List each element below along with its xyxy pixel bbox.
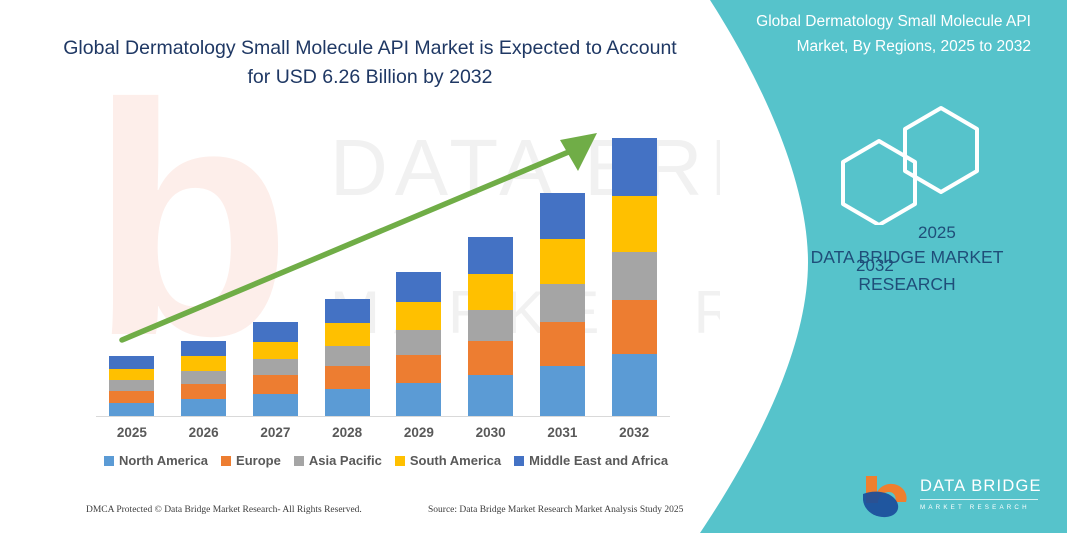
bar-segment-north-america — [109, 402, 155, 416]
x-axis-label-2030: 2030 — [475, 425, 506, 440]
x-axis-label-2031: 2031 — [547, 425, 578, 440]
bar-2028 — [324, 299, 370, 416]
bar-segment-north-america — [539, 365, 585, 416]
footer-source: Source: Data Bridge Market Research Mark… — [428, 505, 684, 515]
logo-divider — [920, 499, 1038, 500]
legend-label: South America — [409, 453, 502, 468]
legend-label: Middle East and Africa — [529, 453, 669, 468]
bar-segment-asia-pacific — [252, 359, 298, 376]
legend-swatch-icon — [103, 455, 114, 466]
bar-2030 — [468, 237, 514, 416]
bar-segment-middle-east-and-africa — [324, 299, 370, 324]
bridge-logo-icon — [863, 476, 907, 518]
x-axis-label-2026: 2026 — [188, 425, 219, 440]
bar-segment-north-america — [611, 354, 657, 416]
bar-segment-europe — [252, 375, 298, 394]
bar-2032 — [611, 138, 657, 416]
chart-title: Global Dermatology Small Molecule API Ma… — [63, 37, 677, 88]
hexagon-shapes — [841, 106, 979, 227]
legend-swatch-icon — [221, 455, 232, 466]
bar-2026 — [181, 340, 227, 416]
stacked-bar-chart: 2025 2026 2027 2028 2029 2030 2031 2032 — [96, 133, 670, 447]
bar-segment-europe — [468, 340, 514, 376]
footer-copyright: DMCA Protected © Data Bridge Market Rese… — [86, 505, 362, 515]
bar-segment-north-america — [468, 375, 514, 416]
bar-segment-south-america — [181, 356, 227, 371]
chart-legend: North America Europe Asia Pacific South Ame… — [96, 453, 676, 468]
bar-segment-south-america — [611, 195, 657, 252]
chart-pane: b DATA BRIDGE MARKET RESEARCH Global Der… — [0, 37, 720, 525]
brand-logo: DATA BRIDGE MARKET RESEARCH — [860, 472, 1050, 522]
x-axis-label-2028: 2028 — [332, 425, 363, 440]
hexagon-2032-label: 2032 — [856, 256, 894, 275]
hexagon-2025-label: 2025 — [918, 223, 956, 242]
panel-title: Global Dermatology Small Molecule API Ma… — [756, 13, 1031, 55]
legend-item-south-america[interactable]: South America — [394, 453, 502, 468]
bar-segment-asia-pacific — [109, 380, 155, 391]
bar-2025 — [109, 356, 155, 416]
x-axis-label-2025: 2025 — [116, 425, 147, 440]
bar-segment-middle-east-and-africa — [539, 193, 585, 240]
bar-segment-middle-east-and-africa — [396, 272, 442, 303]
bar-segment-south-america — [396, 302, 442, 331]
legend-item-europe[interactable]: Europe — [221, 453, 281, 468]
bar-segment-europe — [539, 322, 585, 366]
legend-label: North America — [118, 453, 209, 468]
legend-swatch-icon — [394, 455, 405, 466]
footer: DMCA Protected © Data Bridge Market Rese… — [0, 505, 700, 525]
x-axis-label-2032: 2032 — [619, 425, 650, 440]
legend-item-middle-east-and-africa[interactable]: Middle East and Africa — [514, 453, 668, 468]
hexagon-2032-shape — [841, 139, 917, 227]
x-axis-labels: 2025 2026 2027 2028 2029 2030 2031 2032 — [96, 425, 670, 447]
logo-title: DATA BRIDGE — [920, 477, 1042, 495]
side-panel: Global Dermatology Small Molecule API Ma… — [660, 0, 1067, 533]
bar-segment-asia-pacific — [324, 345, 370, 366]
legend-item-north-america[interactable]: North America — [103, 453, 209, 468]
hexagon-2025-shape — [903, 106, 979, 194]
bar-segment-north-america — [396, 383, 442, 416]
bar-segment-europe — [109, 390, 155, 403]
bar-segment-north-america — [181, 398, 227, 416]
bar-segment-europe — [611, 300, 657, 355]
bar-segment-middle-east-and-africa — [252, 322, 298, 342]
legend-label: Europe — [236, 453, 281, 468]
bar-segment-asia-pacific — [181, 370, 227, 385]
hexagon-group: 2025 2032 — [660, 95, 1067, 275]
bar-segment-middle-east-and-africa — [181, 340, 227, 357]
legend-label: Asia Pacific — [308, 453, 382, 468]
bar-segment-south-america — [324, 323, 370, 346]
bar-segment-north-america — [252, 393, 298, 416]
side-panel-content: Global Dermatology Small Molecule API Ma… — [660, 0, 1067, 533]
legend-swatch-icon — [514, 455, 525, 466]
panel-brand-name: DATA BRIDGE MARKET RESEARCH — [810, 247, 1004, 294]
bar-segment-north-america — [324, 388, 370, 416]
bar-segment-asia-pacific — [611, 251, 657, 301]
legend-item-asia-pacific[interactable]: Asia Pacific — [293, 453, 382, 468]
bar-segment-middle-east-and-africa — [468, 237, 514, 275]
legend-swatch-icon — [293, 455, 304, 466]
x-axis-label-2027: 2027 — [260, 425, 291, 440]
bar-2029 — [396, 272, 442, 416]
bar-segment-asia-pacific — [468, 309, 514, 341]
bar-segment-europe — [396, 355, 442, 384]
logo-text: DATA BRIDGE MARKET RESEARCH — [920, 477, 1042, 511]
bar-2027 — [252, 322, 298, 416]
bar-segment-south-america — [468, 274, 514, 310]
bar-segment-middle-east-and-africa — [611, 138, 657, 196]
bar-segment-europe — [324, 365, 370, 389]
bar-segment-europe — [181, 384, 227, 399]
logo-subtitle: MARKET RESEARCH — [920, 504, 1030, 511]
bar-2031 — [539, 193, 585, 416]
bar-segment-south-america — [252, 341, 298, 360]
bar-segment-south-america — [539, 239, 585, 284]
x-axis-line — [96, 416, 670, 417]
x-axis-label-2029: 2029 — [403, 425, 434, 440]
bar-segment-asia-pacific — [539, 283, 585, 323]
bar-segment-south-america — [109, 368, 155, 381]
bar-segment-middle-east-and-africa — [109, 356, 155, 369]
bar-segment-asia-pacific — [396, 330, 442, 356]
